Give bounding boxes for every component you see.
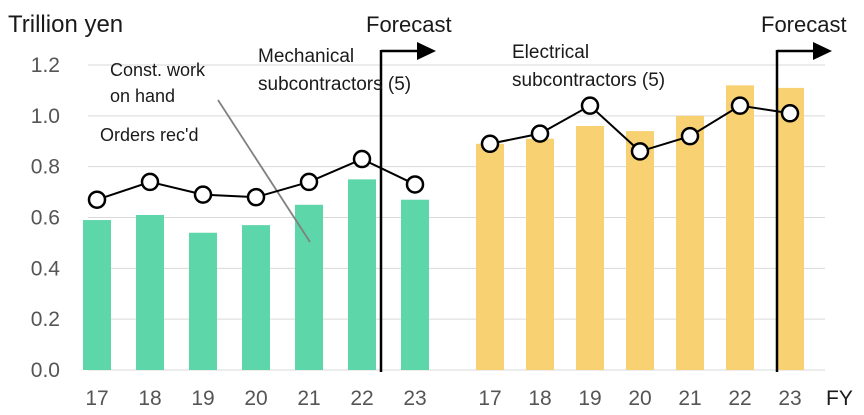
bars bbox=[83, 85, 804, 370]
orders-point-panel2-17 bbox=[480, 134, 500, 154]
x-tick-label: 22 bbox=[728, 387, 751, 410]
bar-panel1-20 bbox=[242, 225, 270, 370]
bar-panel1-23 bbox=[401, 199, 429, 370]
y-tick-label: 1.0 bbox=[31, 105, 60, 128]
legend-label-const-work-line-2: on hand bbox=[110, 86, 175, 106]
bar-panel2-23 bbox=[776, 87, 804, 370]
bar-panel1-21 bbox=[295, 204, 323, 370]
orders-point-panel1-22 bbox=[352, 149, 372, 169]
orders-point-panel1-23 bbox=[405, 175, 425, 194]
bar-panel1-17 bbox=[83, 220, 111, 370]
x-tick-label: 19 bbox=[578, 387, 601, 410]
y-tick-label: 0.8 bbox=[31, 156, 60, 179]
bar-panel2-22 bbox=[726, 85, 754, 370]
y-tick-label: 1.2 bbox=[31, 54, 60, 77]
panel-1-title-line-1: Mechanical bbox=[258, 46, 354, 67]
legend-label-orders: Orders rec'd bbox=[100, 125, 198, 145]
forecast-label-panel-2: Forecast bbox=[761, 12, 847, 37]
bar-panel1-18 bbox=[136, 214, 164, 370]
forecast-label-panel-1: Forecast bbox=[366, 12, 452, 37]
y-tick-label: 0.2 bbox=[31, 308, 60, 331]
y-unit-label: Trillion yen bbox=[8, 11, 123, 38]
y-tick-labels: 0.0 0.2 0.4 0.6 0.8 1.0 1.2 bbox=[31, 54, 61, 382]
bar-panel2-17 bbox=[476, 143, 504, 370]
orders-point-panel1-21 bbox=[299, 172, 319, 192]
const-work-leader-line bbox=[217, 99, 311, 243]
x-tick-label: 21 bbox=[678, 387, 701, 410]
x-tick-label: 18 bbox=[138, 387, 161, 410]
x-tick-label: 18 bbox=[528, 387, 551, 410]
y-tick-label: 0.6 bbox=[31, 207, 60, 230]
panel-2-title-line-1: Electrical bbox=[512, 42, 589, 63]
forecast-markers bbox=[379, 42, 832, 372]
orders-point-panel1-20 bbox=[246, 187, 266, 207]
orders-point-panel2-22 bbox=[730, 96, 750, 115]
legend-label-const-work-line-1: Const. work bbox=[110, 60, 206, 80]
bar-panel2-19 bbox=[576, 126, 604, 370]
series-points bbox=[87, 96, 800, 209]
x-tick-labels: 17 18 19 20 21 22 23 17 18 19 20 21 22 23 bbox=[85, 387, 801, 410]
x-axis-label: FY bbox=[826, 387, 853, 410]
y-tick-label: 0.4 bbox=[31, 257, 61, 280]
y-tick-label: 0.0 bbox=[31, 359, 60, 382]
panel-1-title-line-2: subcontractors (5) bbox=[258, 74, 411, 95]
panel-2-title-line-2: subcontractors (5) bbox=[512, 70, 665, 91]
x-tick-label: 17 bbox=[478, 387, 501, 410]
x-tick-label: 20 bbox=[244, 387, 267, 410]
orders-point-panel2-23 bbox=[780, 104, 800, 123]
bar-panel1-19 bbox=[189, 232, 217, 370]
x-tick-label: 20 bbox=[628, 387, 651, 410]
orders-point-panel2-18 bbox=[530, 124, 550, 143]
orders-point-panel1-18 bbox=[140, 172, 160, 192]
forecast-arrow-head-panel2 bbox=[813, 42, 832, 60]
panel-2-title: Electrical subcontractors (5) bbox=[512, 42, 665, 91]
x-tick-label: 22 bbox=[350, 387, 373, 410]
orders-point-panel2-20 bbox=[630, 142, 650, 161]
x-tick-label: 17 bbox=[85, 387, 108, 410]
bar-panel1-22 bbox=[348, 179, 376, 370]
x-tick-label: 23 bbox=[778, 387, 801, 410]
orders-point-panel2-19 bbox=[580, 96, 600, 115]
legend-label-const-work: Const. work on hand bbox=[110, 60, 210, 106]
orders-point-panel1-17 bbox=[87, 190, 107, 209]
bar-panel2-20 bbox=[626, 131, 654, 370]
orders-point-panel1-19 bbox=[193, 185, 213, 204]
bar-panel2-18 bbox=[526, 138, 554, 370]
panel-1-title: Mechanical subcontractors (5) bbox=[258, 46, 411, 95]
bar-panel2-21 bbox=[676, 115, 704, 370]
x-tick-label: 23 bbox=[403, 387, 426, 410]
x-tick-label: 19 bbox=[191, 387, 214, 410]
legend-leader-lines bbox=[217, 99, 311, 243]
orders-point-panel2-21 bbox=[680, 126, 700, 146]
x-tick-label: 21 bbox=[297, 387, 320, 410]
forecast-arrow-head-panel1 bbox=[417, 42, 436, 60]
